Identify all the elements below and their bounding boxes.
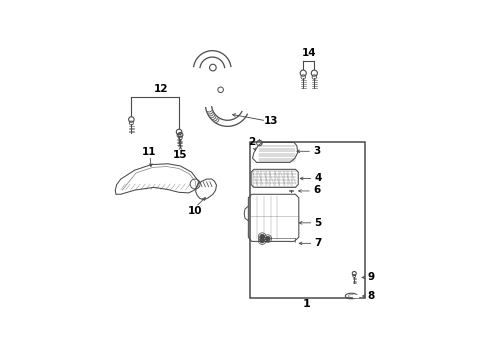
Text: 2: 2 — [248, 138, 256, 148]
Circle shape — [265, 236, 270, 241]
Text: 5: 5 — [315, 218, 322, 228]
Text: 10: 10 — [187, 206, 202, 216]
Circle shape — [260, 238, 265, 243]
Text: 1: 1 — [303, 299, 311, 309]
Text: 4: 4 — [315, 174, 322, 184]
Circle shape — [260, 234, 265, 239]
Text: 14: 14 — [301, 48, 316, 58]
Text: 12: 12 — [153, 84, 168, 94]
Bar — [250, 141, 365, 298]
Text: 3: 3 — [314, 146, 321, 156]
Text: 9: 9 — [368, 273, 375, 283]
Text: 6: 6 — [313, 185, 320, 195]
Text: 7: 7 — [315, 238, 322, 248]
Text: 15: 15 — [173, 150, 188, 161]
Text: 13: 13 — [264, 116, 278, 126]
Text: 11: 11 — [142, 147, 157, 157]
Text: 8: 8 — [368, 291, 375, 301]
